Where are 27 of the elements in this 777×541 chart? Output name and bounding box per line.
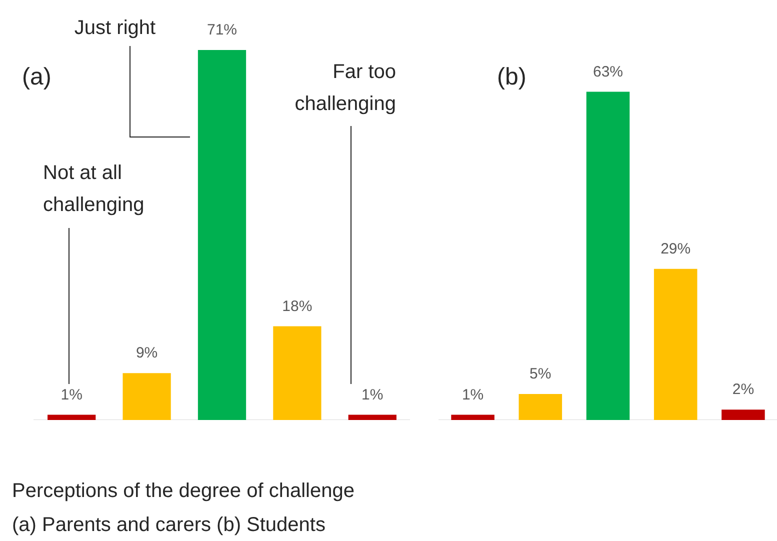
data-label: 2% bbox=[732, 381, 754, 398]
bar bbox=[273, 326, 322, 420]
bar bbox=[586, 92, 630, 420]
chart-title: (b) bbox=[497, 64, 526, 91]
data-label: 1% bbox=[462, 386, 484, 404]
data-label: 29% bbox=[660, 240, 691, 258]
text: Just right bbox=[73, 16, 157, 41]
data-label: 1% bbox=[362, 386, 384, 404]
bar bbox=[518, 394, 562, 420]
bar bbox=[451, 414, 494, 420]
bar bbox=[198, 50, 246, 420]
data-label: 63% bbox=[592, 63, 624, 80]
bar bbox=[348, 414, 396, 420]
text: (a) bbox=[22, 64, 52, 91]
bar bbox=[48, 414, 96, 420]
data-label: 9% bbox=[136, 344, 158, 362]
data-label: 1% bbox=[60, 386, 82, 404]
bar bbox=[654, 268, 698, 420]
data-label: 18% bbox=[282, 298, 312, 315]
text: Perceptions of the degree of challenge bbox=[12, 479, 354, 504]
text: (a) Parents and carers (b) Students bbox=[12, 513, 326, 538]
bar bbox=[722, 410, 765, 420]
data-label: 71% bbox=[206, 22, 238, 39]
annotation: Not at all challenging bbox=[43, 161, 146, 218]
bar bbox=[122, 373, 171, 420]
annotation: Far too challenging bbox=[294, 60, 396, 117]
data-label: 5% bbox=[530, 366, 552, 383]
